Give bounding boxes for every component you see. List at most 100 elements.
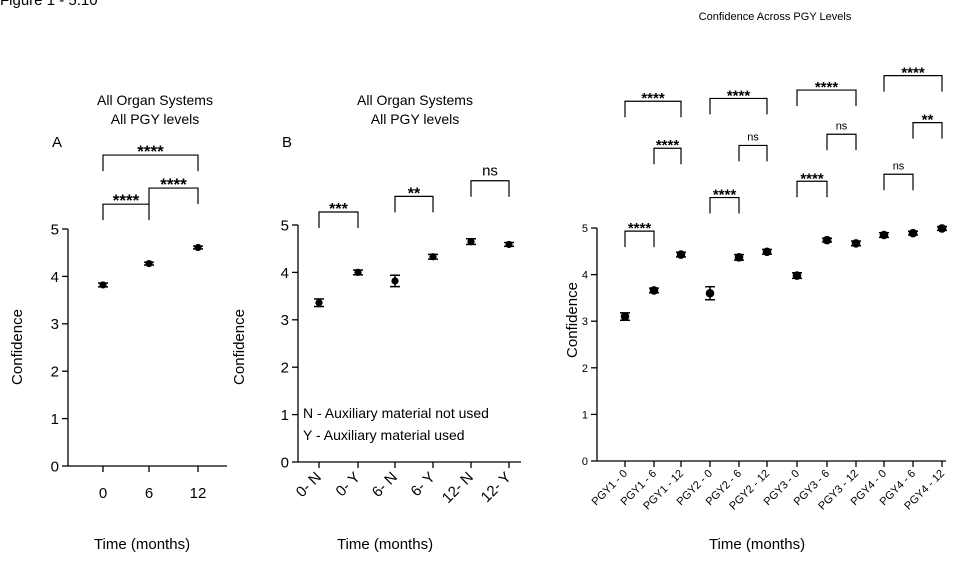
panel-2-data-point [354,268,362,276]
panel-3-significance-label: ns [893,160,905,172]
panel-2-y-tick-label: 1 [281,407,289,424]
panel-2-x-tick-label: 12- N [439,469,477,507]
panel-2-letter: B [282,134,292,151]
panel-2-x-tick-label: 6- Y [408,469,439,500]
panel-2-data-point [429,253,437,261]
panel-3-significance-bracket [709,97,768,115]
panel-3-data-point [705,288,715,298]
panel-3-significance-label: **** [656,137,680,154]
panel-3-significance-bracket [653,147,682,165]
panel-3-significance-bracket [624,100,682,118]
panel-2-x-tick-label: 0- N [293,469,325,501]
panel-3-significance-bracket [883,75,943,92]
panel-1-y-tick-label: 3 [51,316,59,333]
panel-3-significance-label: **** [800,170,824,187]
panel-1-y-tick-label: 1 [51,411,59,428]
panel-3-significance-label: **** [641,90,665,107]
panel-1-significance-label: **** [113,191,140,210]
panel-3-significance-bracket [624,230,655,248]
panel-2-x-tick-label: 6- N [369,469,401,501]
panel-1-significance-bracket [102,203,150,221]
panel-2-title: All Organ Systems [357,92,473,108]
panel-1-significance-label: **** [160,175,187,194]
panel-3-y-axis-label: Confidence [564,282,581,358]
panel-3-significance-bracket [912,122,943,139]
panel-2-significance-label: ** [408,185,421,202]
panel-2-x-axis-label: Time (months) [337,536,433,553]
panel-2-data-point [505,240,513,249]
panel-1-x-axis-label: Time (months) [94,536,190,553]
panel-3-significance-bracket [796,180,828,198]
panel-3-x-axis-label: Time (months) [709,536,805,553]
panel-3-data-point [908,228,918,238]
panel-1-x-tick-label: 6 [145,485,153,502]
panel-3-significance-label: **** [727,87,751,104]
panel-3-title: Confidence Across PGY Levels [699,11,852,23]
panel-3-significance-label: ** [922,112,934,129]
panel-3-data-point [879,230,889,240]
panel-3-significance-bracket [709,196,740,214]
panel-3-data-point [937,224,947,233]
panel-2-significance-bracket [394,195,434,213]
panel-2-significance-label: *** [329,201,348,218]
panel-3-significance-bracket [738,144,768,162]
panel-3-data-point [676,250,686,259]
panel-3-significance-label: **** [713,187,737,204]
panel-1-y-axis-label: Confidence [9,309,26,385]
panel-1-x-tick-label: 0 [99,485,107,502]
panel-3-significance-label: ns [836,120,848,132]
panel-3-y-tick-label: 4 [582,270,588,282]
panel-3-significance-bracket [883,173,914,191]
panel-3-significance-label: **** [901,65,925,82]
panel-2-y-axis-label: Confidence [231,309,248,385]
panel-3-data-point [851,239,861,248]
panel-3-significance-bracket [826,133,857,151]
panel-1-significance-label: **** [137,142,164,161]
panel-1-significance-bracket [148,187,199,205]
panel-1-data-point [194,243,202,252]
panel-1-y-tick-label: 0 [51,458,59,475]
panel-3-y-tick-label: 3 [582,316,588,328]
panel-1-title: All PGY levels [111,111,199,127]
panel-2-legend-note: Y - Auxiliary material used [303,427,465,443]
panel-1-y-tick-label: 2 [51,364,59,381]
panel-3-y-tick-label: 2 [582,363,588,375]
panel-1-data-point [145,260,153,268]
panel-2-x-tick-label: 12- Y [478,469,515,506]
panel-2-y-tick-label: 3 [281,312,289,329]
panel-2-significance-label: ns [482,163,498,180]
panel-2-y-tick-label: 5 [281,217,289,234]
panel-2-y-tick-label: 4 [281,265,289,282]
panel-3-data-point [762,247,772,257]
figure-label: Figure 1 - 5.10 [0,0,98,9]
panel-2-y-tick-label: 0 [281,454,289,471]
panel-2-x-tick-label: 0- Y [333,469,364,500]
panel-3-significance-label: ns [747,131,759,143]
panel-2-significance-bracket [470,180,510,197]
panel-1-y-tick-label: 5 [51,221,59,238]
panel-1-y-tick-label: 4 [51,269,59,286]
panel-1-x-tick-label: 12 [190,485,207,502]
panel-3-data-point [734,253,744,262]
panel-3-y-tick-label: 1 [582,409,588,421]
panel-2-y-tick-label: 2 [281,360,289,377]
panel-3-data-point [620,312,630,321]
panel-2-data-point [391,277,399,285]
panel-3-significance-bracket [796,89,857,107]
panel-3-significance-label: **** [815,79,839,96]
panel-3-significance-label: **** [628,220,652,237]
panel-2-legend-note: N - Auxiliary material not used [303,405,489,421]
panel-3-data-point [649,286,659,295]
panel-1-data-point [99,281,107,289]
panel-3-data-point [792,271,802,280]
panel-3-y-tick-label: 0 [582,456,588,468]
panel-1-letter: A [52,134,62,151]
panel-1-title: All Organ Systems [97,92,213,108]
panel-2-data-point [467,237,475,246]
panel-2-significance-bracket [318,211,359,229]
panel-3-data-point [822,235,832,245]
panel-2-data-point [315,299,323,307]
panel-3-y-tick-label: 5 [582,223,588,235]
panel-2-title: All PGY levels [371,111,459,127]
